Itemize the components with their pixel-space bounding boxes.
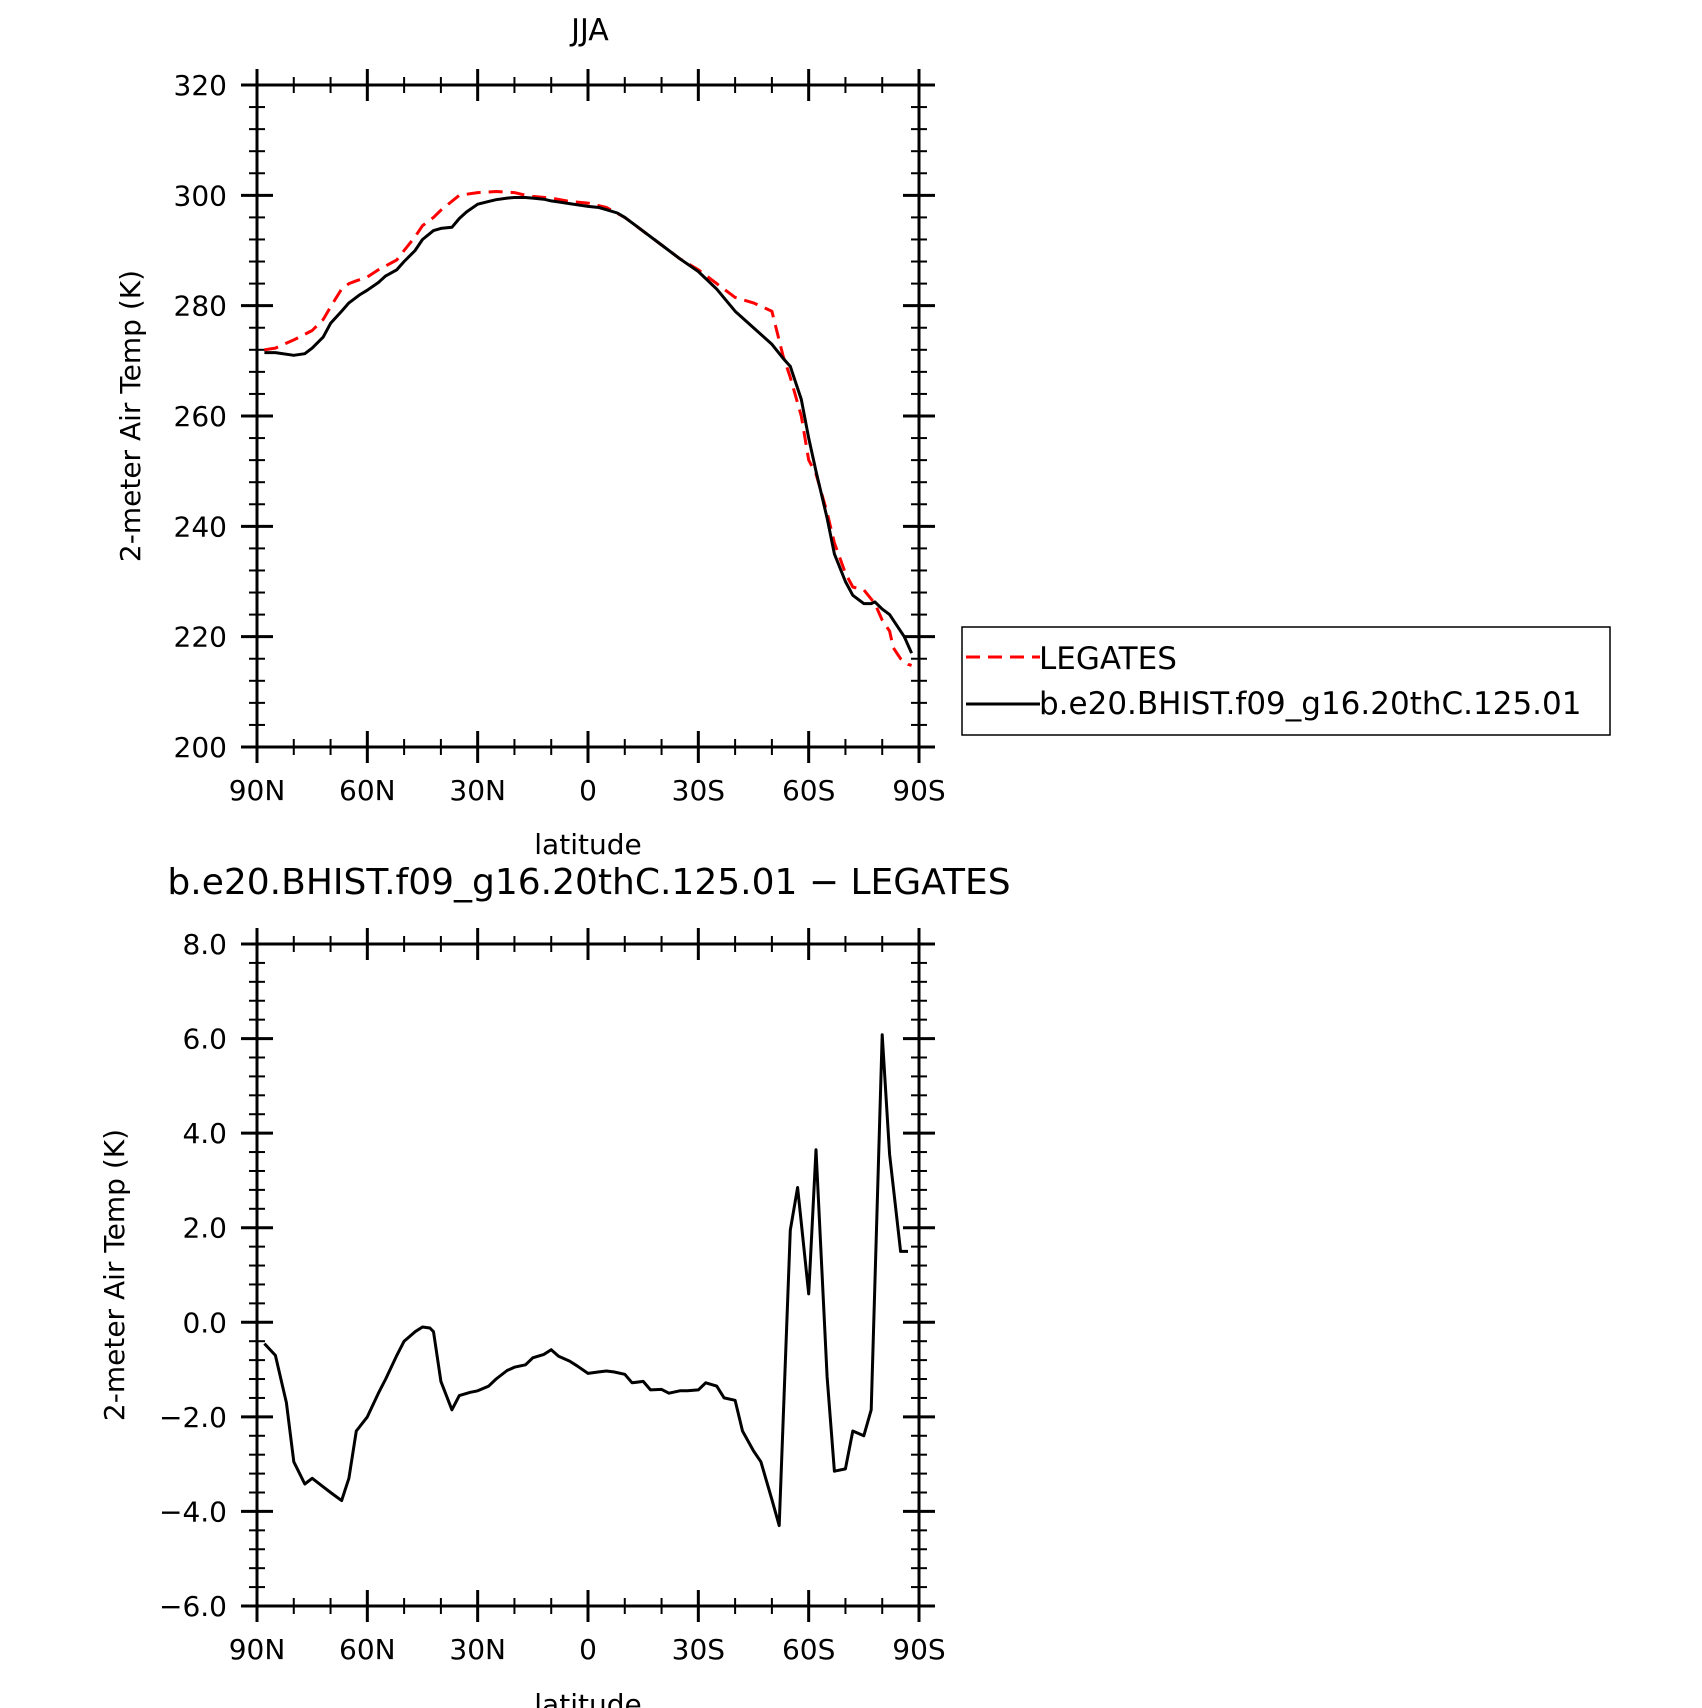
legend-box xyxy=(961,626,1611,736)
bottom-x-tick-label: 30S xyxy=(672,1633,725,1666)
legend-label-model: b.e20.BHIST.f09_g16.20thC.125.01 xyxy=(1039,686,1581,722)
top-y-axis-label: 2-meter Air Temp (K) xyxy=(114,270,147,562)
top-x-axis-label: latitude xyxy=(534,828,641,861)
top-plot-frame xyxy=(255,83,921,749)
top-x-tick-label: 0 xyxy=(579,774,597,807)
top-axis-ticks xyxy=(241,69,935,763)
top-y-tick-label: 240 xyxy=(174,510,227,543)
bottom-chart-title: b.e20.BHIST.f09_g16.20thC.125.01 − LEGAT… xyxy=(167,862,1010,903)
bottom-x-tick-label: 0 xyxy=(579,1633,597,1666)
bottom-axis-ticks xyxy=(241,928,935,1622)
bottom-plot-frame xyxy=(255,942,921,1608)
top-x-tick-label: 60S xyxy=(782,774,835,807)
legend-label-legates: LEGATES xyxy=(1039,641,1177,677)
bottom-y-tick-label: −6.0 xyxy=(159,1590,227,1623)
bottom-y-tick-label: 4.0 xyxy=(182,1117,227,1150)
top-series-line-0 xyxy=(264,190,913,667)
bottom-x-axis-label: latitude xyxy=(534,1688,641,1708)
top-x-tick-label: 90N xyxy=(229,774,286,807)
bottom-x-tick-label: 90S xyxy=(892,1633,945,1666)
top-y-tick-labels: 200 220 240 260 280 300 320 xyxy=(174,69,227,764)
top-y-tick-label: 320 xyxy=(174,69,227,102)
top-x-tick-label: 60N xyxy=(339,774,396,807)
bottom-y-tick-label: −4.0 xyxy=(159,1495,227,1528)
top-x-tick-label: 90S xyxy=(892,774,945,807)
top-x-tick-label: 30S xyxy=(672,774,725,807)
bottom-series-line-0 xyxy=(263,1033,908,1528)
top-series-line-1 xyxy=(264,196,913,654)
bottom-panel: b.e20.BHIST.f09_g16.20thC.125.01 − LEGAT… xyxy=(98,862,1011,1708)
top-y-tick-label: 220 xyxy=(174,621,227,654)
top-y-tick-label: 260 xyxy=(174,400,227,433)
bottom-x-tick-label: 90N xyxy=(229,1633,286,1666)
bottom-series-group xyxy=(263,1033,908,1528)
top-x-tick-label: 30N xyxy=(449,774,506,807)
bottom-x-tick-label: 30N xyxy=(449,1633,506,1666)
top-y-tick-label: 200 xyxy=(174,731,227,764)
bottom-y-tick-labels: −6.0 −4.0 −2.0 0.0 2.0 4.0 6.0 8.0 xyxy=(159,928,227,1623)
bottom-y-tick-label: 0.0 xyxy=(182,1306,227,1339)
top-panel: JJA 200 220 240 260 280 300 320 90N 60N 30N 0 30S 6… xyxy=(114,13,1611,861)
top-x-tick-labels: 90N 60N 30N 0 30S 60S 90S xyxy=(229,774,946,807)
top-y-tick-label: 300 xyxy=(174,179,227,212)
top-series-group xyxy=(264,190,913,667)
bottom-x-tick-labels: 90N 60N 30N 0 30S 60S 90S xyxy=(229,1633,946,1666)
top-chart-title: JJA xyxy=(569,13,609,48)
bottom-y-tick-label: −2.0 xyxy=(159,1401,227,1434)
bottom-y-tick-label: 6.0 xyxy=(182,1023,227,1056)
bottom-x-tick-label: 60N xyxy=(339,1633,396,1666)
top-y-tick-label: 280 xyxy=(174,290,227,323)
bottom-y-tick-label: 2.0 xyxy=(182,1212,227,1245)
bottom-y-axis-label: 2-meter Air Temp (K) xyxy=(98,1129,131,1421)
bottom-x-tick-label: 60S xyxy=(782,1633,835,1666)
top-legend: LEGATES b.e20.BHIST.f09_g16.20thC.125.01 xyxy=(961,626,1611,736)
bottom-y-tick-label: 8.0 xyxy=(182,928,227,961)
